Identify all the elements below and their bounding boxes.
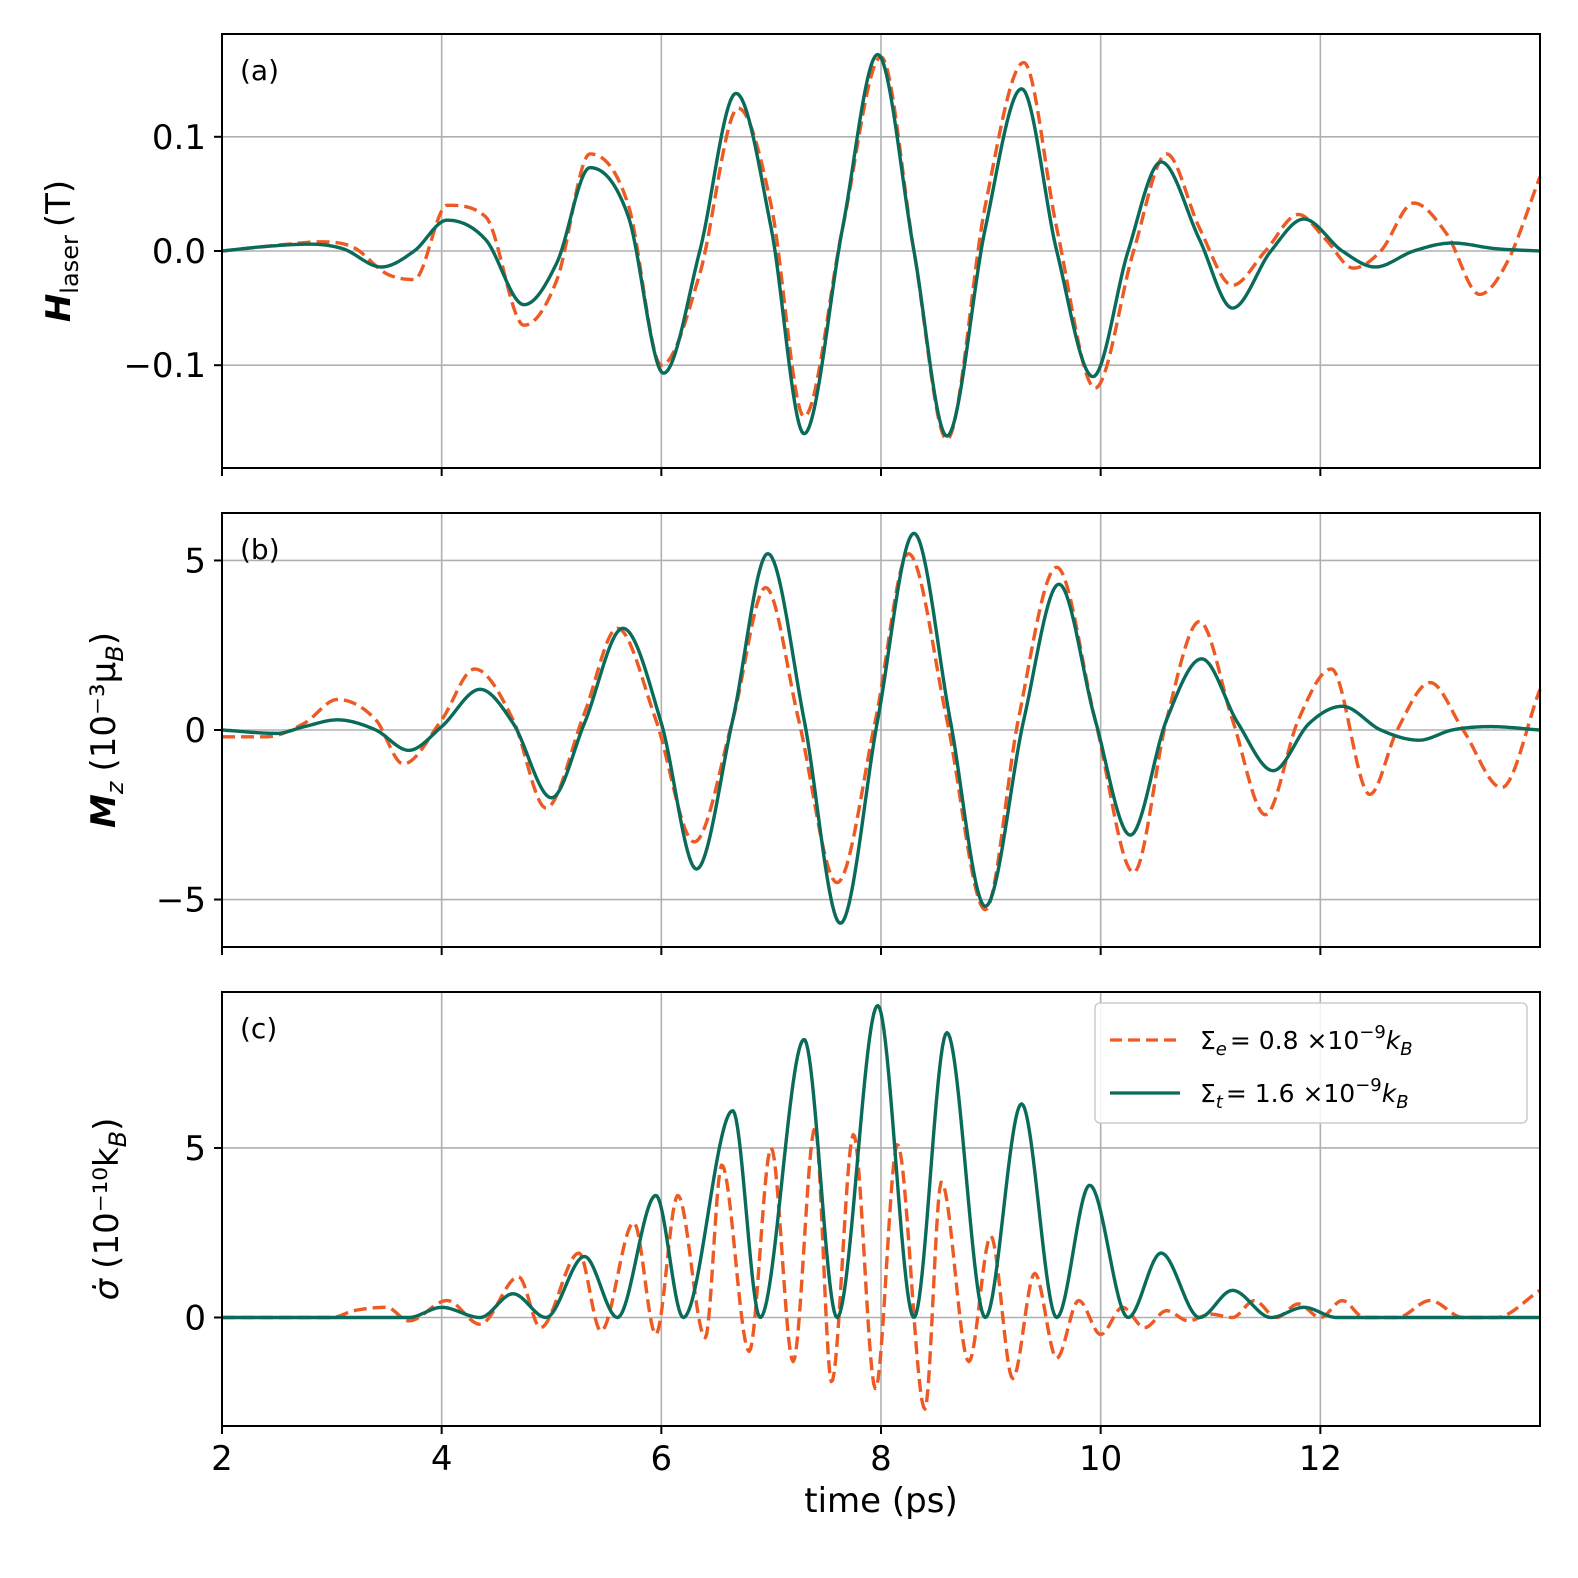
series-line-sigma-e: [221, 1125, 1541, 1411]
panel-b-ylabel-unit: (10⁻³μ: [84, 662, 124, 772]
panel-b-label: (b): [240, 533, 280, 566]
panel-a: −0.1 0.0 0.1 (a) Hlaser (T): [39, 33, 1542, 476]
y-tick-label: 0: [184, 1299, 206, 1339]
panel-a-grid: [222, 34, 1540, 468]
y-tick-label: −5: [156, 881, 206, 921]
panel-c-ylabel-unit: (10⁻¹⁰k: [87, 1147, 127, 1269]
legend-box: [1094, 1002, 1528, 1124]
panel-b-ylabel: Mz (10⁻³μB): [84, 632, 129, 828]
y-tick-label: 0.0: [152, 232, 206, 272]
x-axis-title: time (ps): [804, 1481, 957, 1521]
panel-a-label: (a): [240, 54, 279, 87]
x-tick-label: 4: [431, 1439, 453, 1479]
panel-b-grid: [222, 513, 1540, 947]
x-tick-label: 8: [870, 1439, 892, 1479]
series-line-sigma-t: [221, 531, 1541, 925]
series-line-sigma-t: [221, 1003, 1541, 1320]
series-line-sigma-t: [221, 52, 1541, 438]
panel-a-ylabel-unit: (T): [39, 180, 79, 227]
panel-c-ylabel-unit-sub: B: [104, 1131, 132, 1147]
y-tick-label: 0: [184, 711, 206, 751]
y-tick-label: 0.1: [152, 118, 206, 158]
y-tick-label: 5: [184, 541, 206, 581]
panel-a-ylabel-subscript: laser: [56, 235, 84, 294]
panel-b-ylabel-subscript: z: [101, 780, 129, 795]
panel-b-ylabel-unit-sub: B: [101, 645, 129, 661]
panel-b-curves: [221, 531, 1542, 925]
panel-b-ticks: −5 0 5: [156, 541, 1322, 955]
panel-c-curves: [221, 1003, 1541, 1411]
panel-a-ticks: −0.1 0.0 0.1: [123, 118, 1322, 476]
panel-a-ylabel-symbol: H: [39, 294, 79, 322]
x-tick-label: 2: [211, 1439, 233, 1479]
panel-b-ylabel-symbol: M: [84, 794, 124, 828]
y-tick-label: −0.1: [123, 346, 206, 386]
legend: Σe = 0.8 ×10−9kB Σt = 1.6 ×10−9kB: [1094, 1002, 1528, 1124]
panel-c-ylabel-unit-close: ): [87, 1118, 127, 1131]
legend-label-sigma-t: Σt = 1.6 ×10−9kB: [1200, 1075, 1409, 1113]
panel-c-ylabel-symbol: σ̇: [87, 1277, 127, 1300]
panel-c: 2 4 6 8 10 12 0 5 (c) σ̇ (10⁻¹⁰kB) time (ps) Σe =…: [87, 991, 1541, 1521]
series-line-sigma-e: [221, 552, 1542, 912]
panel-b-ylabel-unit-close: ): [84, 632, 124, 645]
x-tick-label: 10: [1079, 1439, 1122, 1479]
y-tick-label: 5: [184, 1129, 206, 1169]
legend-label-sigma-e: Σe = 0.8 ×10−9kB: [1200, 1022, 1413, 1060]
panel-a-ylabel: Hlaser (T): [39, 180, 84, 322]
legend-entry-sigma-e: Σe = 0.8 ×10−9kB: [1110, 1022, 1413, 1060]
panel-b: −5 0 5 (b) Mz (10⁻³μB): [84, 512, 1542, 955]
panel-c-label: (c): [240, 1012, 277, 1045]
panel-c-ylabel: σ̇ (10⁻¹⁰kB): [87, 1118, 132, 1301]
x-tick-label: 12: [1299, 1439, 1342, 1479]
x-tick-label: 6: [651, 1439, 673, 1479]
panel-c-ticks: 2 4 6 8 10 12 0 5: [184, 1129, 1342, 1479]
legend-entry-sigma-t: Σt = 1.6 ×10−9kB: [1110, 1075, 1409, 1113]
panel-a-curves: [221, 52, 1542, 442]
